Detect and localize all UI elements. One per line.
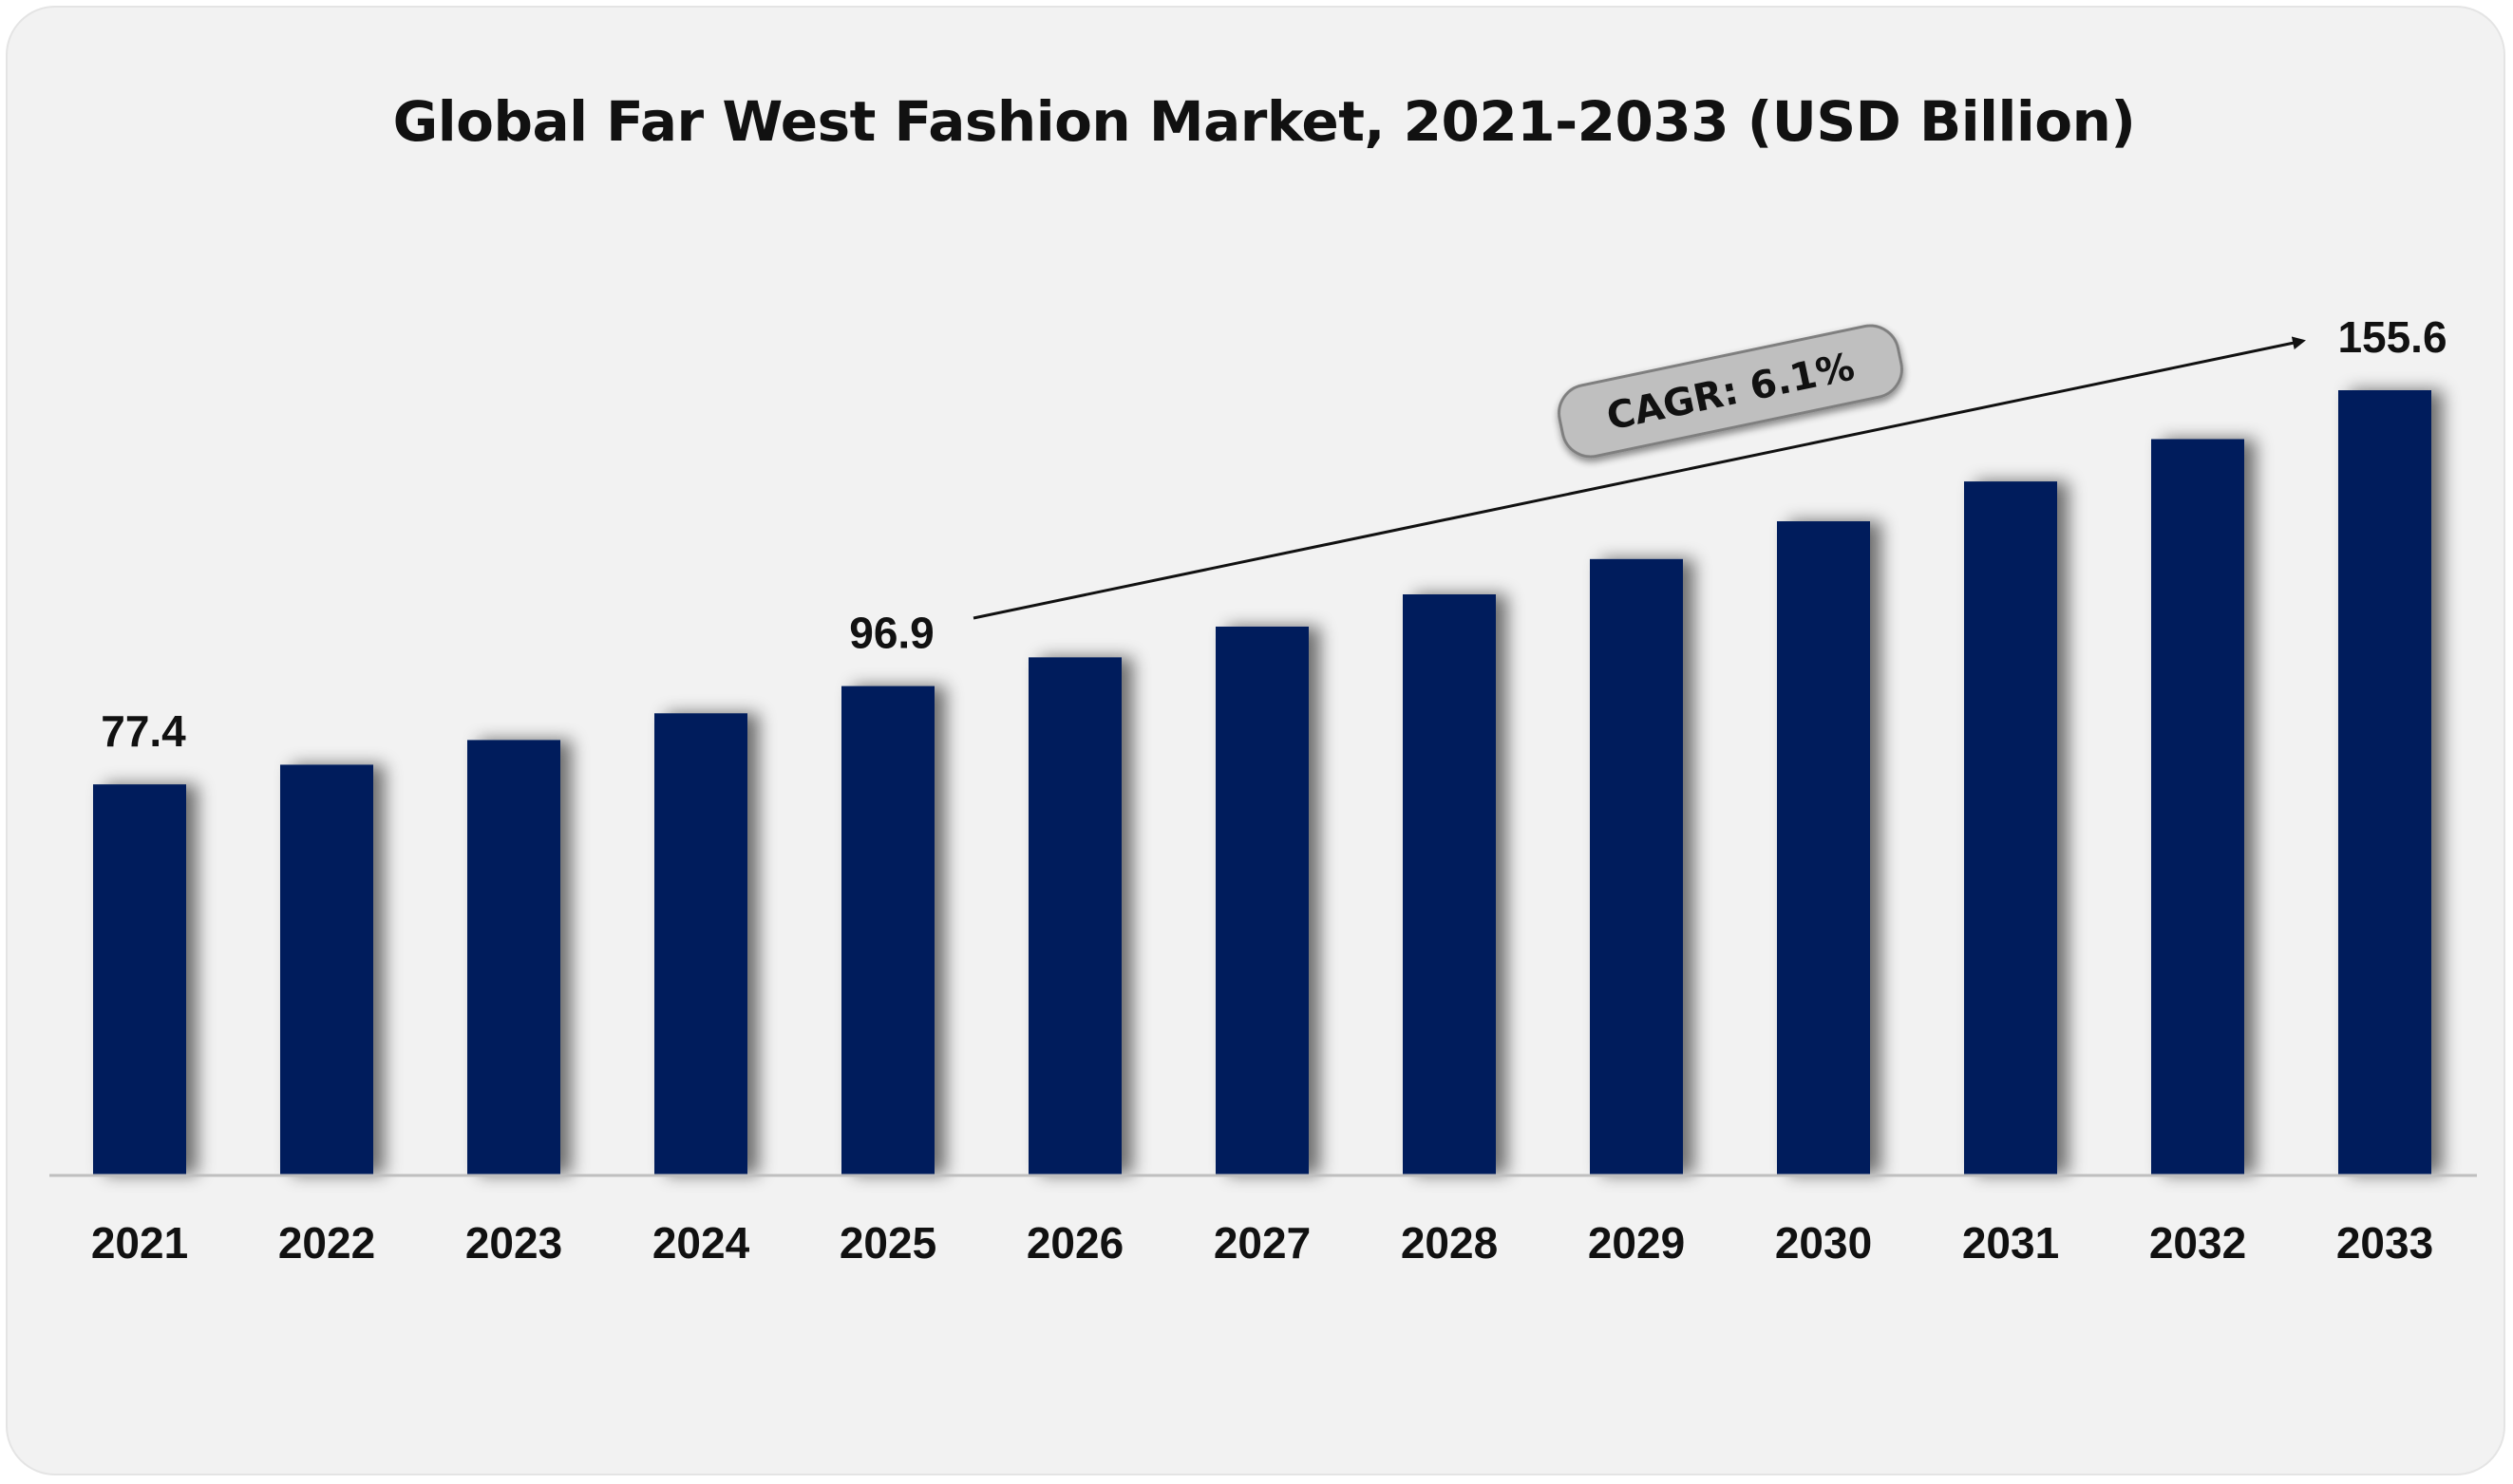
cagr-arrow [973,336,2306,620]
bar-2022 [280,764,373,1174]
x-tick-2024: 2024 [652,1218,750,1268]
data-label-2021: 77.4 [101,706,186,756]
data-labels: 77.4 96.9 155.6 [101,312,2447,756]
x-tick-2033: 2033 [2336,1218,2433,1268]
x-tick-2025: 2025 [840,1218,936,1268]
x-tick-2030: 2030 [1775,1218,1872,1268]
bar-2026 [1029,657,1122,1174]
bar-2031 [1964,481,2057,1174]
bars-group [93,390,2431,1174]
x-tick-2031: 2031 [1962,1218,2059,1268]
x-tick-2028: 2028 [1401,1218,1498,1268]
bar-2030 [1777,521,1870,1174]
x-tick-2022: 2022 [278,1218,375,1268]
x-tick-2029: 2029 [1588,1218,1685,1268]
x-tick-2021: 2021 [91,1218,188,1268]
bar-2023 [467,740,560,1174]
bar-2021 [93,784,186,1174]
bar-2029 [1590,558,1683,1174]
chart-title: Global Far West Fashion Market, 2021-203… [392,89,2136,154]
bar-2027 [1216,626,1309,1174]
x-tick-2027: 2027 [1214,1218,1311,1268]
bar-2032 [2151,439,2244,1174]
data-label-2033: 155.6 [2337,312,2447,362]
bar-2025 [841,686,935,1174]
x-tick-2032: 2032 [2149,1218,2246,1268]
data-label-2025: 96.9 [849,609,935,658]
bar-2033 [2338,390,2431,1174]
cagr-badge [1558,324,1903,459]
x-tick-2026: 2026 [1027,1218,1124,1268]
x-tick-labels: 2021 2022 2023 2024 2025 2026 2027 2028 2029 2030… [91,1218,2433,1268]
x-tick-2023: 2023 [465,1218,562,1268]
bar-2024 [654,713,747,1174]
bar-2028 [1403,593,1496,1174]
